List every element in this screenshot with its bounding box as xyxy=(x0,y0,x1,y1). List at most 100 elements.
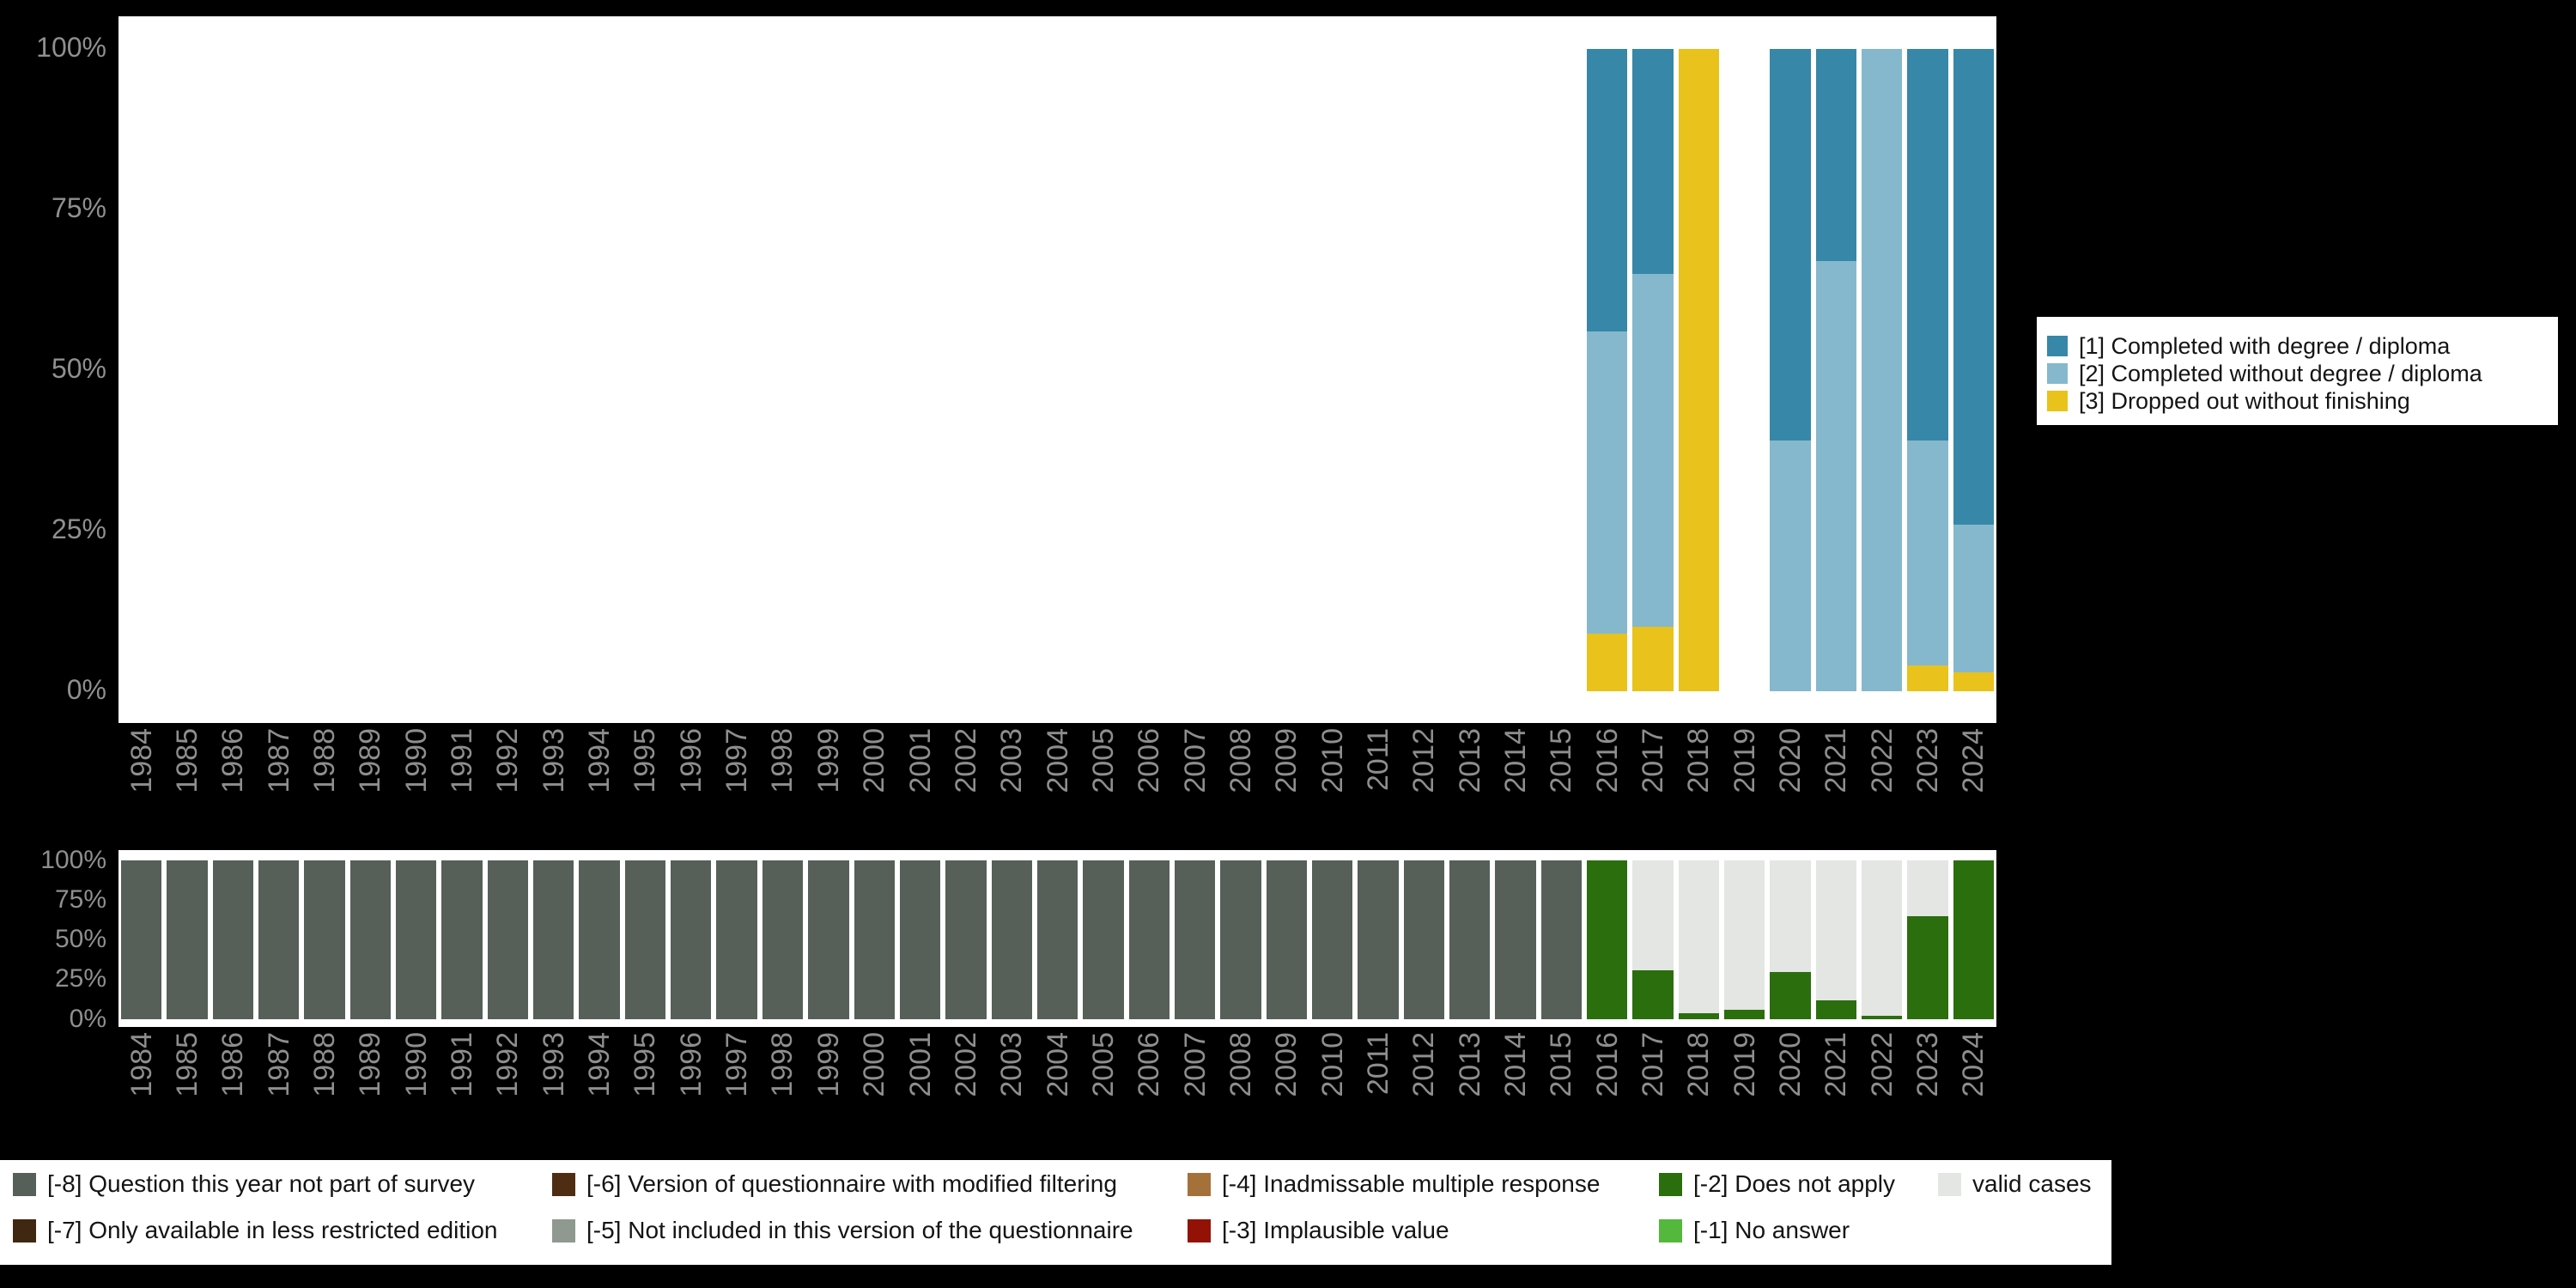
bar-segment xyxy=(1678,1012,1720,1019)
x-tick-label: 2002 xyxy=(949,728,982,793)
bar-2008 xyxy=(1220,860,1261,1019)
x-tick: 2000 xyxy=(852,1032,897,1144)
x-tick: 2012 xyxy=(1401,728,1447,831)
x-tick-label: 2018 xyxy=(1682,1032,1716,1097)
bar-2005 xyxy=(1083,860,1124,1019)
bar-1992 xyxy=(488,49,528,691)
bar-2006 xyxy=(1128,860,1170,1019)
bar-1984 xyxy=(121,860,162,1019)
legend-item: [1] Completed with degree / diploma xyxy=(2047,332,2551,360)
x-tick-label: 2002 xyxy=(949,1032,982,1097)
bar-1995 xyxy=(624,860,666,1019)
bar-2020 xyxy=(1770,49,1811,691)
x-tick-label: 1989 xyxy=(354,1032,387,1097)
x-tick-label: 1993 xyxy=(537,1032,570,1097)
x-tick: 2022 xyxy=(1859,728,1905,831)
x-tick: 1996 xyxy=(668,1032,714,1144)
x-tick-label: 1989 xyxy=(354,728,387,793)
bar-segment xyxy=(1770,49,1811,441)
y-tick-label: 75% xyxy=(51,192,106,224)
legend-label: [-2] Does not apply xyxy=(1693,1170,1896,1197)
x-tick: 2004 xyxy=(1035,728,1080,831)
x-tick-label: 1997 xyxy=(720,1032,754,1097)
bar-1999 xyxy=(808,49,848,691)
legend-swatch xyxy=(552,1172,575,1196)
bar-2017 xyxy=(1632,860,1674,1019)
legend-item: [-6] Version of questionnaire with modif… xyxy=(552,1170,1133,1198)
x-tick-label: 2017 xyxy=(1637,728,1670,793)
bar-2004 xyxy=(1037,49,1078,691)
y-tick-label: 25% xyxy=(54,964,106,993)
bar-segment xyxy=(1953,671,1995,691)
bar-2019 xyxy=(1724,860,1765,1019)
x-tick: 1987 xyxy=(256,1032,301,1144)
bottom-chart-bars xyxy=(118,860,1996,1019)
bar-2021 xyxy=(1815,49,1857,691)
x-tick: 2011 xyxy=(1355,728,1400,831)
x-tick: 2019 xyxy=(1722,1032,1767,1144)
x-tick-label: 1995 xyxy=(629,728,662,793)
bar-2012 xyxy=(1404,49,1444,691)
x-tick: 1987 xyxy=(256,728,301,831)
legend-column: [-4] Inadmissable multiple response [-3] … xyxy=(1188,1170,1600,1244)
x-tick: 2010 xyxy=(1309,1032,1355,1144)
x-tick-label: 2022 xyxy=(1865,728,1899,793)
bar-segment xyxy=(212,860,254,1019)
x-tick-label: 1995 xyxy=(629,1032,662,1097)
x-tick-label: 2024 xyxy=(1957,1032,1990,1097)
x-tick-label: 2001 xyxy=(903,728,937,793)
x-tick-label: 2010 xyxy=(1315,728,1349,793)
legend-label: [-3] Implausible value xyxy=(1222,1217,1449,1243)
x-tick: 2016 xyxy=(1584,1032,1630,1144)
x-tick: 2003 xyxy=(989,1032,1035,1144)
bar-segment xyxy=(1678,860,1720,1013)
bar-segment xyxy=(808,860,849,1019)
legend-item: [2] Completed without degree / diploma xyxy=(2047,360,2551,387)
bar-2023 xyxy=(1907,860,1948,1019)
x-tick: 2024 xyxy=(1951,1032,1996,1144)
bar-segment xyxy=(1953,524,1995,672)
bar-segment xyxy=(121,860,162,1019)
bar-segment xyxy=(1815,860,1857,1000)
x-tick: 2003 xyxy=(989,728,1035,831)
x-tick: 1995 xyxy=(623,728,668,831)
bar-segment xyxy=(533,860,574,1019)
bar-1984 xyxy=(121,49,161,691)
bar-2004 xyxy=(1036,860,1078,1019)
x-tick: 1984 xyxy=(118,728,164,831)
x-tick-label: 1999 xyxy=(811,1032,845,1097)
x-tick: 1995 xyxy=(623,1032,668,1144)
bar-segment xyxy=(1862,1016,1903,1019)
bar-segment xyxy=(487,860,529,1019)
bar-segment xyxy=(1587,49,1628,332)
y-tick-label: 100% xyxy=(40,845,106,874)
x-tick-label: 2005 xyxy=(1086,728,1120,793)
bar-2024 xyxy=(1953,49,1995,691)
legend-swatch xyxy=(552,1218,575,1242)
bar-2001 xyxy=(899,860,941,1019)
x-tick: 1999 xyxy=(805,1032,851,1144)
x-tick-label: 1998 xyxy=(766,1032,799,1097)
bar-segment xyxy=(945,860,987,1019)
bottom-chart-y-axis: 0% 25% 50% 75% 100% xyxy=(0,845,112,1031)
x-tick: 1991 xyxy=(439,1032,484,1144)
legend-item: [3] Dropped out without finishing xyxy=(2047,387,2551,415)
x-tick-label: 2019 xyxy=(1728,1032,1761,1097)
x-tick: 2021 xyxy=(1814,728,1859,831)
x-tick-label: 2017 xyxy=(1637,1032,1670,1097)
bar-1985 xyxy=(167,860,208,1019)
bar-2003 xyxy=(992,49,1032,691)
legend-swatch xyxy=(13,1218,36,1242)
x-tick: 1989 xyxy=(348,728,393,831)
x-tick-label: 1984 xyxy=(125,728,158,793)
x-tick: 1993 xyxy=(531,728,576,831)
x-tick-label: 1991 xyxy=(446,728,479,793)
x-tick-label: 2014 xyxy=(1498,1032,1532,1097)
bar-1990 xyxy=(396,49,436,691)
bar-2024 xyxy=(1953,860,1995,1019)
x-tick: 2017 xyxy=(1630,728,1675,831)
x-tick-label: 1990 xyxy=(399,728,433,793)
bar-1995 xyxy=(625,49,665,691)
legend-swatch xyxy=(1938,1172,1961,1196)
x-tick: 2012 xyxy=(1401,1032,1447,1144)
